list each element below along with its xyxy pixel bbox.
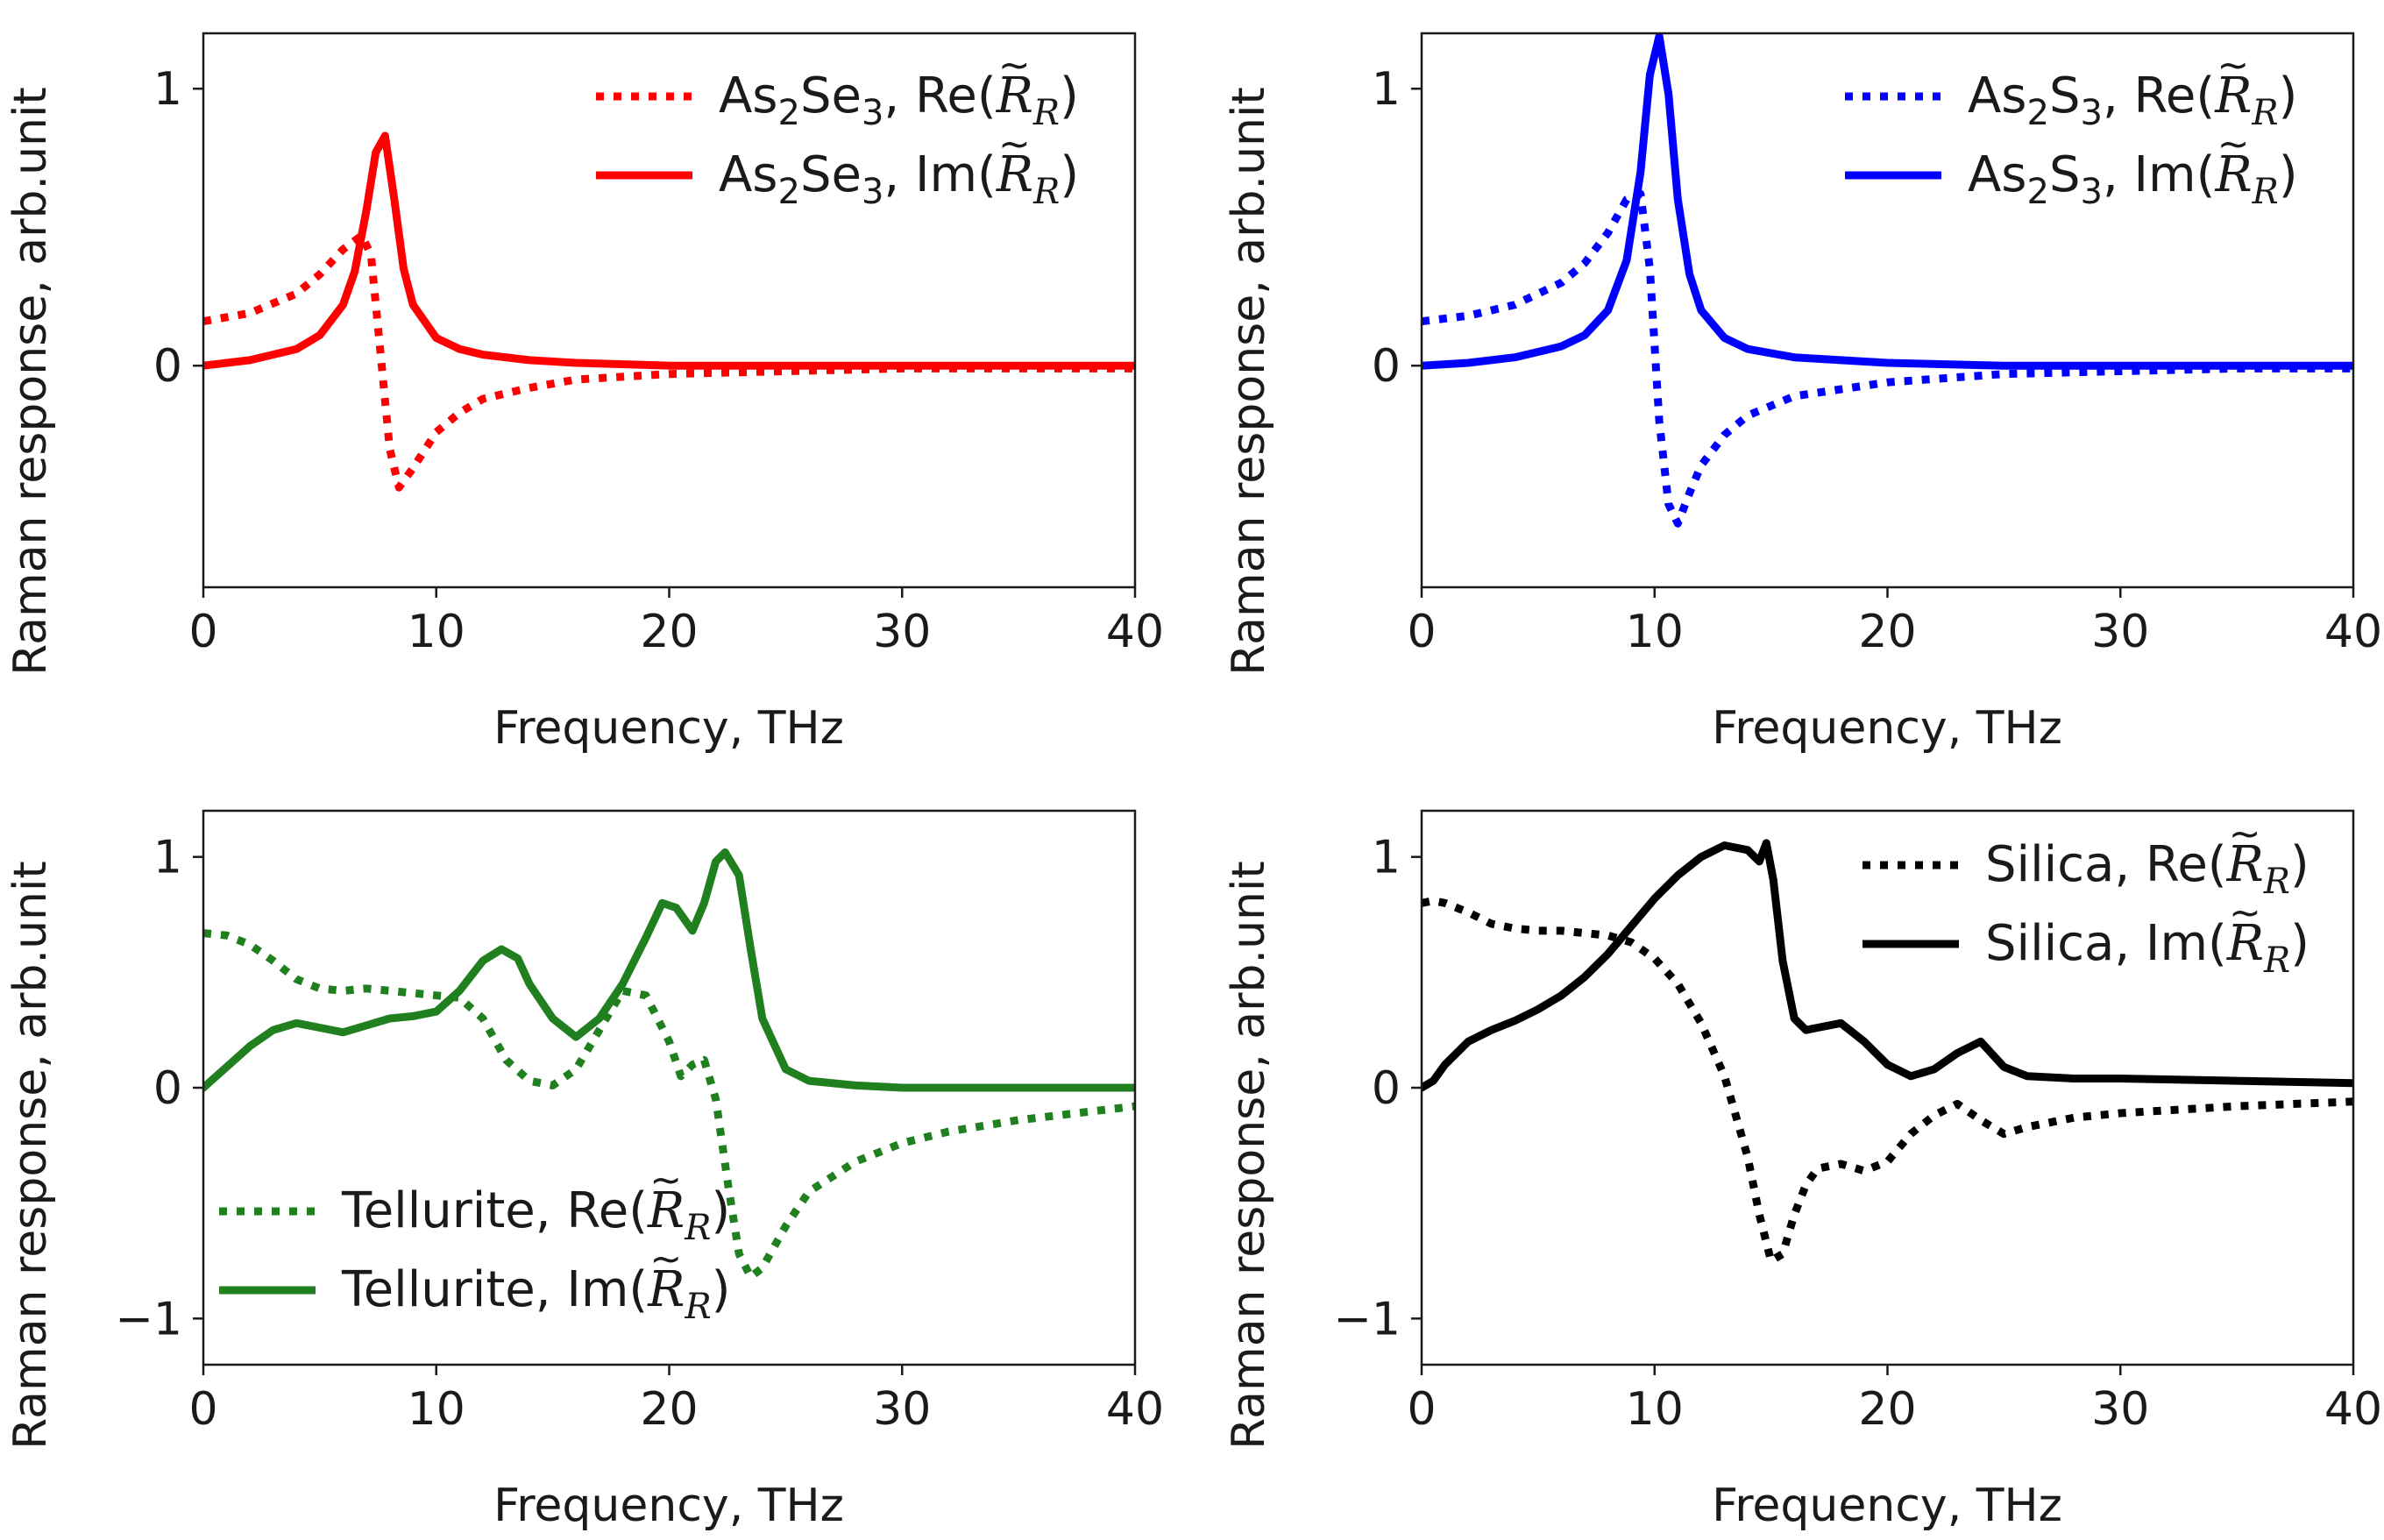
y-tick-label: 1 (153, 63, 182, 116)
x-tick-label: 30 (873, 1383, 931, 1436)
x-tick-label: 0 (188, 1383, 217, 1436)
x-tick-label: 0 (1407, 1383, 1436, 1436)
y-tick-label: 1 (153, 832, 182, 884)
x-tick-label: 30 (873, 606, 931, 658)
legend: As2Se3, Re(RR)As2Se3, Im(RR)~~ (596, 43, 1079, 212)
x-tick-label: 0 (1407, 606, 1436, 658)
series-line-im (203, 131, 1135, 370)
tilde-mark: ~ (2217, 122, 2250, 167)
tilde-mark: ~ (2229, 812, 2261, 856)
x-tick-label: 40 (1106, 1383, 1164, 1436)
legend-label: Tellurite, Re(RR) (341, 1182, 730, 1248)
plot-area-as2s3: 0 10 20 30 40 0 1 (1372, 32, 2382, 658)
legend: Tellurite, Re(RR)Tellurite, Im(RR)~~ (219, 1158, 730, 1327)
x-tick-label: 20 (640, 606, 698, 658)
legend-label: As2S3, Re(RR) (1968, 67, 2297, 133)
legend: Silica, Re(RR)Silica, Im(RR)~~ (1862, 812, 2310, 981)
panel-silica: 0 10 20 30 40−101 Frequency, THz Raman respo… (1223, 809, 2382, 1532)
legend-label: As2S3, Im(RR) (1968, 146, 2298, 212)
series-line-re (1422, 189, 2353, 528)
y-tick-label: 1 (1372, 63, 1401, 116)
series-line-im (203, 848, 1135, 1092)
legend-label: As2Se3, Re(RR) (719, 67, 1079, 133)
legend: As2S3, Re(RR)As2S3, Im(RR)~~ (1845, 43, 2298, 212)
panel-tellurite: 0 10 20 30 40−101 Frequency, THz Raman respo… (4, 809, 1164, 1532)
y-tick-label: 0 (1372, 340, 1401, 393)
tilde-mark: ~ (2229, 891, 2261, 935)
series-line-im (1422, 33, 2353, 370)
panel-as2s3: 0 10 20 30 40 0 1 Frequency, THz Raman respons… (1223, 32, 2382, 755)
y-tick-label: 0 (153, 340, 182, 393)
y-axis-label: Raman response, arb.unit (1223, 87, 1275, 676)
x-tick-label: 10 (1626, 606, 1684, 658)
legend-label: Tellurite, Im(RR) (341, 1261, 730, 1327)
y-tick-label: 0 (153, 1062, 182, 1115)
x-tick-label: 20 (1858, 1383, 1916, 1436)
x-tick-label: 40 (2324, 606, 2382, 658)
y-axis-label: Raman response, arb.unit (4, 861, 57, 1450)
x-tick-label: 10 (408, 606, 465, 658)
tilde-mark: ~ (649, 1237, 682, 1281)
tilde-mark: ~ (998, 43, 1031, 88)
panel-as2se3: 0 10 20 30 40 0 1 Frequency, THz Raman respons… (4, 32, 1164, 755)
x-axis-label: Frequency, THz (493, 702, 844, 755)
legend-label: Silica, Im(RR) (1985, 915, 2310, 981)
x-tick-label: 20 (1858, 606, 1916, 658)
x-axis-label: Frequency, THz (1712, 702, 2062, 755)
x-axis-label: Frequency, THz (493, 1480, 844, 1532)
series-line-im (1422, 839, 2353, 1092)
x-tick-label: 30 (2091, 1383, 2149, 1436)
tilde-mark: ~ (649, 1158, 682, 1203)
y-tick-label: 0 (1372, 1062, 1401, 1115)
plot-area-as2se3: 0 10 20 30 40 0 1 (153, 32, 1164, 658)
x-tick-label: 30 (2091, 606, 2149, 658)
series-line-re (1422, 897, 2353, 1265)
y-tick-label: −1 (1333, 1293, 1401, 1345)
y-axis-label: Raman response, arb.unit (4, 87, 57, 676)
x-tick-label: 40 (1106, 606, 1164, 658)
legend-label: Silica, Re(RR) (1985, 836, 2310, 902)
tilde-mark: ~ (2217, 43, 2249, 88)
x-tick-label: 10 (408, 1383, 465, 1436)
tilde-mark: ~ (998, 122, 1031, 167)
x-tick-label: 0 (188, 606, 217, 658)
x-tick-label: 20 (640, 1383, 698, 1436)
y-tick-label: −1 (115, 1293, 182, 1345)
legend-label: As2Se3, Im(RR) (719, 146, 1079, 212)
x-tick-label: 40 (2324, 1383, 2382, 1436)
y-axis-label: Raman response, arb.unit (1223, 861, 1275, 1450)
y-tick-label: 1 (1372, 832, 1401, 884)
plot-area-silica: 0 10 20 30 40−101 (1333, 809, 2382, 1436)
plot-area-tellurite: 0 10 20 30 40−101 (115, 809, 1164, 1436)
x-tick-label: 10 (1626, 1383, 1684, 1436)
x-axis-label: Frequency, THz (1712, 1480, 2062, 1532)
